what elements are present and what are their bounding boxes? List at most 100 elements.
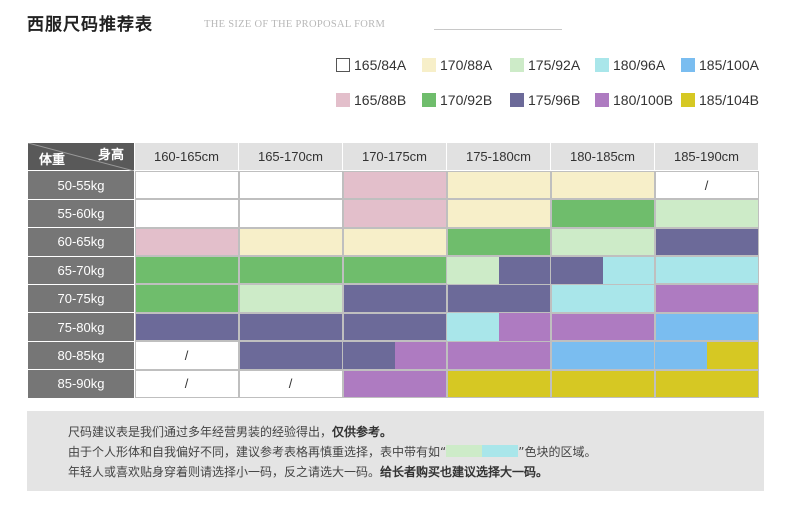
table-row: 75-80kg [27,312,759,342]
size-cell [238,198,343,229]
size-cell [550,340,655,371]
not-applicable-mark: / [184,376,189,392]
size-cell-segment [498,256,550,284]
legend-item: 165/88B [336,92,406,108]
size-cell-segment [602,256,654,284]
not-applicable-mark: / [288,376,293,392]
size-cell [446,227,551,257]
size-cell-segment [655,341,707,370]
table-row: 55-60kg [27,198,759,229]
legend-item: 175/92A [510,57,580,73]
size-cell [654,255,759,285]
legend-label: 170/88A [440,57,493,73]
size-cell [134,312,239,342]
size-cell [342,198,447,229]
size-cell [446,283,551,314]
legend-label: 175/92A [528,57,581,73]
size-cell [654,369,759,399]
note-line-2-text-end: ”色块的区域。 [518,445,597,459]
size-cell [134,255,239,285]
row-weight-label: 70-75kg [27,283,135,314]
row-weight-label: 50-55kg [27,170,135,200]
note-line-3-emphasis: 给长者购买也建议选择大一码。 [380,465,549,479]
column-header: 165-170cm [238,141,343,172]
note-line-2-text: 由于个人形体和自我偏好不同，建议参考表格再慎重选择，表中带有如“ [68,445,447,459]
note-line-3: 年轻人或喜欢贴身穿着则请选择小一码，反之请选大一码。给长者购买也建议选择大一码。 [68,463,548,480]
subtitle-divider [434,29,562,30]
size-cell [550,198,655,229]
size-cell [238,255,343,285]
row-weight-label: 75-80kg [27,312,135,342]
legend-swatch [681,93,695,107]
legend-item: 170/88A [422,57,492,73]
legend-swatch [422,93,436,107]
size-cell [550,312,655,342]
size-cell [654,340,759,371]
row-weight-label: 85-90kg [27,369,135,399]
size-cell [342,283,447,314]
size-cell [550,369,655,399]
size-cell: / [134,369,239,399]
legend-swatch [595,93,609,107]
header-height-label: 身高 [97,147,124,162]
legend-label: 180/96A [613,57,666,73]
page-subtitle: THE SIZE OF THE PROPOSAL FORM [204,19,386,30]
size-cell [446,369,551,399]
legend-swatch [336,93,350,107]
size-cell [654,312,759,342]
size-cell [550,170,655,200]
size-cell [342,369,447,399]
table-row: 85-90kg / / [27,369,759,399]
column-header: 175-180cm [446,141,551,172]
size-table: 身高 体重 160-165cm 165-170cm 170-175cm 175-180… [27,141,759,399]
legend-item: 170/92B [422,92,492,108]
legend-item: 185/100A [681,57,759,73]
legend-label: 165/88B [354,92,407,108]
table-header-row: 身高 体重 160-165cm 165-170cm 170-175cm 175-180… [27,141,759,172]
size-cell [238,170,343,200]
not-applicable-mark: / [704,177,709,193]
size-cell-segment [447,256,499,284]
legend-label: 180/100B [613,92,673,108]
size-cell: / [134,340,239,371]
size-cell [550,227,655,257]
size-cell [446,255,551,285]
legend-item: 175/96B [510,92,580,108]
size-cell [238,312,343,342]
legend-label: 185/100A [699,57,759,73]
size-cell [654,227,759,257]
legend-swatch [336,58,350,72]
size-cell-segment [343,341,395,370]
size-cell [446,340,551,371]
legend-label: 170/92B [440,92,493,108]
table-row: 70-75kg [27,283,759,314]
size-cell [134,283,239,314]
row-weight-label: 65-70kg [27,255,135,285]
legend-swatch [422,58,436,72]
size-cell [654,283,759,314]
note-line-1-emphasis: 仅供参考。 [332,425,393,439]
size-cell [446,198,551,229]
note-line-1-text: 尺码建议表是我们通过多年经营男装的经验得出， [68,425,333,439]
size-cell [238,340,343,371]
column-header: 160-165cm [134,141,239,172]
legend-item: 185/104B [681,92,759,108]
size-cell-segment [394,341,446,370]
row-weight-label: 60-65kg [27,227,135,257]
size-cell [342,255,447,285]
note-swatch-green [446,445,483,457]
column-header: 185-190cm [654,141,759,172]
size-cell-segment [447,313,499,341]
legend-swatch [681,58,695,72]
size-cell-segment [551,256,603,284]
size-cell [238,227,343,257]
legend-item: 180/100B [595,92,673,108]
size-cell [550,255,655,285]
row-weight-label: 55-60kg [27,198,135,229]
size-cell [342,340,447,371]
size-cell [446,312,551,342]
header-weight-label: 体重 [39,152,66,168]
size-cell [342,170,447,200]
row-weight-label: 80-85kg [27,340,135,371]
column-header: 180-185cm [550,141,655,172]
